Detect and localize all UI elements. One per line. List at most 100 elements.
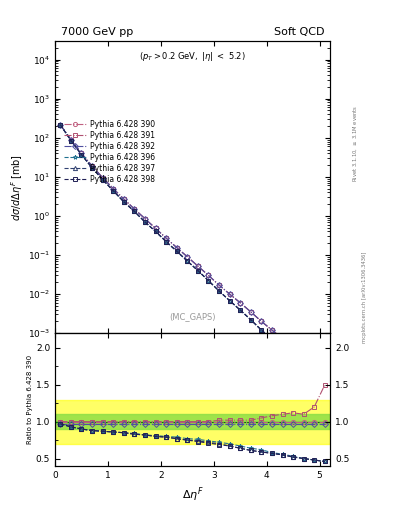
Pythia 6.428 397	[227, 297, 232, 304]
Pythia 6.428 390	[291, 345, 296, 351]
Pythia 6.428 398	[79, 152, 84, 158]
Pythia 6.428 398	[185, 258, 190, 264]
Pythia 6.428 398	[301, 365, 306, 371]
Pythia 6.428 397	[143, 219, 147, 225]
Pythia 6.428 391	[90, 163, 94, 169]
Pythia 6.428 397	[323, 383, 327, 390]
Pythia 6.428 396	[270, 336, 274, 342]
Line: Pythia 6.428 396: Pythia 6.428 396	[58, 123, 327, 389]
Pythia 6.428 397	[132, 208, 137, 215]
Pythia 6.428 396	[174, 248, 179, 254]
Pythia 6.428 398	[58, 122, 62, 128]
Pythia 6.428 398	[174, 248, 179, 254]
Pythia 6.428 390	[58, 122, 62, 128]
Pythia 6.428 398	[323, 383, 327, 390]
Line: Pythia 6.428 398: Pythia 6.428 398	[58, 123, 327, 389]
Pythia 6.428 392	[58, 122, 62, 128]
Pythia 6.428 391	[301, 348, 306, 354]
Pythia 6.428 390	[174, 244, 179, 250]
Pythia 6.428 390	[323, 371, 327, 377]
Pythia 6.428 392	[132, 206, 137, 212]
Pythia 6.428 391	[111, 185, 116, 191]
Pythia 6.428 397	[248, 316, 253, 323]
Line: Pythia 6.428 397: Pythia 6.428 397	[58, 123, 327, 389]
Text: Rivet 3.1.10, $\geq$ 3.1M events: Rivet 3.1.10, $\geq$ 3.1M events	[352, 105, 359, 182]
Pythia 6.428 392	[121, 196, 126, 202]
Pythia 6.428 390	[227, 291, 232, 297]
Pythia 6.428 398	[121, 199, 126, 205]
Pythia 6.428 390	[164, 235, 169, 241]
Pythia 6.428 392	[270, 327, 274, 333]
Pythia 6.428 396	[323, 383, 327, 390]
Pythia 6.428 397	[58, 122, 62, 128]
Text: 7000 GeV pp: 7000 GeV pp	[61, 27, 133, 36]
Pythia 6.428 390	[185, 253, 190, 260]
Pythia 6.428 390	[217, 282, 221, 288]
Pythia 6.428 391	[185, 253, 190, 260]
Pythia 6.428 398	[195, 267, 200, 273]
Pythia 6.428 396	[259, 327, 264, 333]
Pythia 6.428 392	[217, 282, 221, 288]
Pythia 6.428 397	[79, 152, 84, 158]
Y-axis label: $d\sigma/d\Delta\eta^{F}$ [mb]: $d\sigma/d\Delta\eta^{F}$ [mb]	[9, 154, 25, 221]
Line: Pythia 6.428 392: Pythia 6.428 392	[58, 123, 327, 376]
Pythia 6.428 396	[195, 267, 200, 273]
Pythia 6.428 392	[90, 163, 94, 169]
Pythia 6.428 392	[100, 175, 105, 181]
Pythia 6.428 397	[153, 228, 158, 234]
Pythia 6.428 397	[280, 346, 285, 352]
Bar	[55, 414, 330, 429]
Pythia 6.428 397	[195, 267, 200, 273]
Pythia 6.428 398	[100, 177, 105, 183]
Pythia 6.428 391	[79, 150, 84, 156]
Pythia 6.428 392	[143, 216, 147, 222]
Pythia 6.428 391	[132, 206, 137, 212]
Pythia 6.428 390	[270, 327, 274, 333]
Legend: Pythia 6.428 390, Pythia 6.428 391, Pythia 6.428 392, Pythia 6.428 396, Pythia 6: Pythia 6.428 390, Pythia 6.428 391, Pyth…	[62, 118, 157, 186]
Pythia 6.428 398	[143, 219, 147, 225]
Pythia 6.428 391	[248, 309, 253, 315]
Y-axis label: Ratio to Pythia 6.428 390: Ratio to Pythia 6.428 390	[27, 355, 33, 444]
Pythia 6.428 390	[238, 300, 242, 306]
Pythia 6.428 390	[153, 225, 158, 231]
Pythia 6.428 390	[195, 263, 200, 269]
Pythia 6.428 396	[164, 239, 169, 245]
Pythia 6.428 390	[206, 272, 211, 279]
Pythia 6.428 392	[206, 272, 211, 279]
Pythia 6.428 391	[195, 263, 200, 269]
Pythia 6.428 392	[248, 309, 253, 315]
Line: Pythia 6.428 390: Pythia 6.428 390	[58, 123, 327, 376]
Text: (MC_GAPS): (MC_GAPS)	[169, 312, 216, 322]
Pythia 6.428 390	[79, 150, 84, 156]
Pythia 6.428 397	[121, 199, 126, 205]
Pythia 6.428 391	[259, 318, 264, 325]
Pythia 6.428 392	[153, 225, 158, 231]
Pythia 6.428 391	[68, 137, 73, 143]
Pythia 6.428 391	[270, 327, 274, 333]
Pythia 6.428 397	[312, 374, 317, 380]
Pythia 6.428 391	[206, 272, 211, 279]
X-axis label: $\Delta\eta^{F}$: $\Delta\eta^{F}$	[182, 485, 204, 504]
Pythia 6.428 398	[164, 239, 169, 245]
Pythia 6.428 391	[100, 175, 105, 181]
Bar	[55, 399, 330, 444]
Pythia 6.428 392	[111, 185, 116, 191]
Pythia 6.428 392	[301, 354, 306, 360]
Pythia 6.428 396	[185, 258, 190, 264]
Pythia 6.428 396	[206, 278, 211, 284]
Pythia 6.428 390	[248, 309, 253, 315]
Pythia 6.428 391	[227, 291, 232, 297]
Pythia 6.428 397	[164, 239, 169, 245]
Text: Soft QCD: Soft QCD	[274, 27, 325, 36]
Pythia 6.428 396	[301, 365, 306, 371]
Pythia 6.428 392	[185, 253, 190, 260]
Pythia 6.428 397	[68, 137, 73, 143]
Pythia 6.428 391	[238, 300, 242, 306]
Pythia 6.428 397	[185, 258, 190, 264]
Pythia 6.428 397	[100, 177, 105, 183]
Pythia 6.428 391	[174, 244, 179, 250]
Pythia 6.428 391	[280, 335, 285, 341]
Pythia 6.428 390	[301, 354, 306, 360]
Pythia 6.428 398	[312, 374, 317, 380]
Pythia 6.428 398	[217, 288, 221, 294]
